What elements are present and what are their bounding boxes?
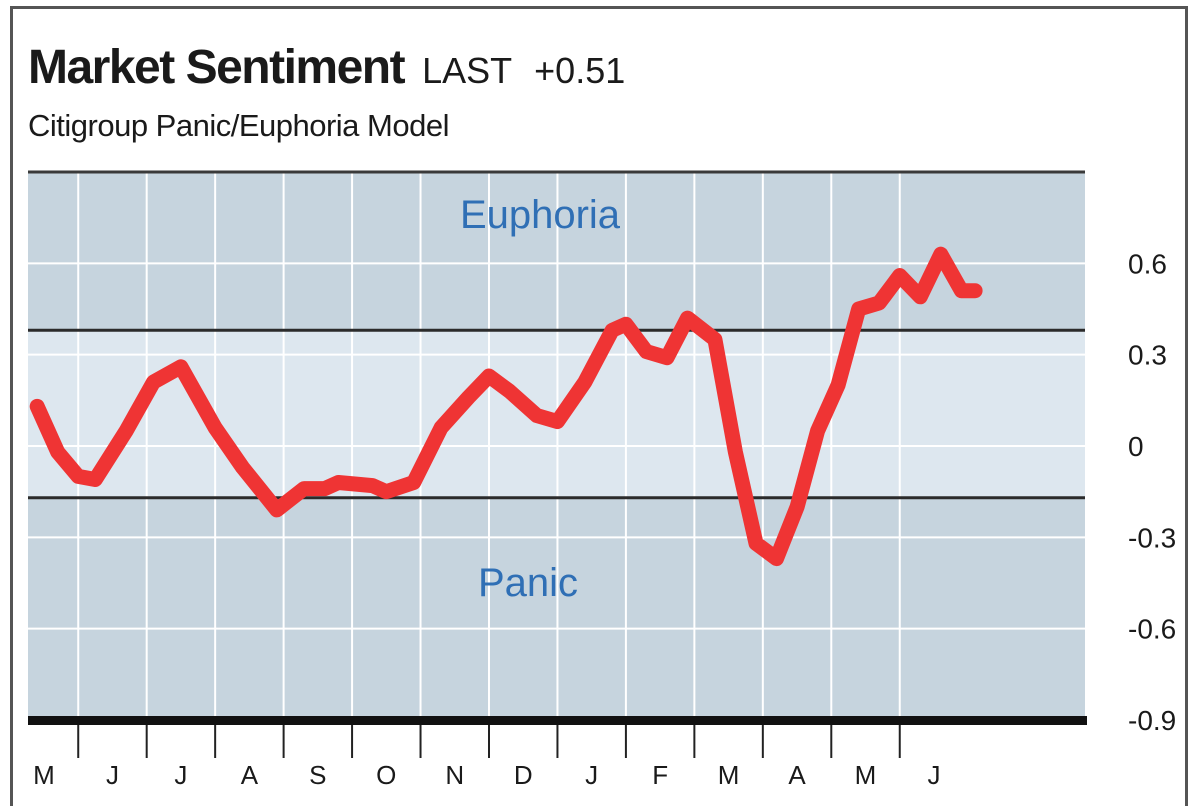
y-tick-label: 0.6 <box>1128 248 1167 279</box>
last-label: LAST <box>422 50 513 91</box>
y-tick-label: 0.3 <box>1128 340 1167 371</box>
last-value: +0.51 <box>534 50 626 91</box>
x-tick-label: M <box>718 760 740 790</box>
chart-title: Market Sentiment <box>28 41 406 94</box>
y-tick-label: -0.6 <box>1128 614 1176 645</box>
x-tick-label: J <box>106 760 119 790</box>
x-tick-label: S <box>309 760 326 790</box>
x-tick-label: O <box>376 760 396 790</box>
x-tick-label: A <box>788 760 806 790</box>
x-tick-label: M <box>33 760 55 790</box>
x-tick-label: N <box>445 760 464 790</box>
sentiment-series-line <box>29 246 983 567</box>
x-axis-bar <box>28 716 1087 725</box>
panic-zone-label: Panic <box>478 561 578 605</box>
y-tick-label: -0.9 <box>1128 705 1176 736</box>
y-tick-label: -0.3 <box>1128 522 1176 553</box>
chart-subtitle: Citigroup Panic/Euphoria Model <box>28 108 449 143</box>
x-tick-label: J <box>927 760 940 790</box>
x-tick-label: F <box>652 760 668 790</box>
x-tick-label: D <box>514 760 533 790</box>
x-tick-label: M <box>855 760 877 790</box>
y-tick-label: 0 <box>1128 431 1144 462</box>
x-tick-label: J <box>585 760 598 790</box>
title-line: Market Sentiment LAST +0.51 <box>28 40 625 95</box>
euphoria-zone-label: Euphoria <box>460 193 621 237</box>
x-tick-label: A <box>241 760 259 790</box>
x-tick-label: J <box>174 760 187 790</box>
